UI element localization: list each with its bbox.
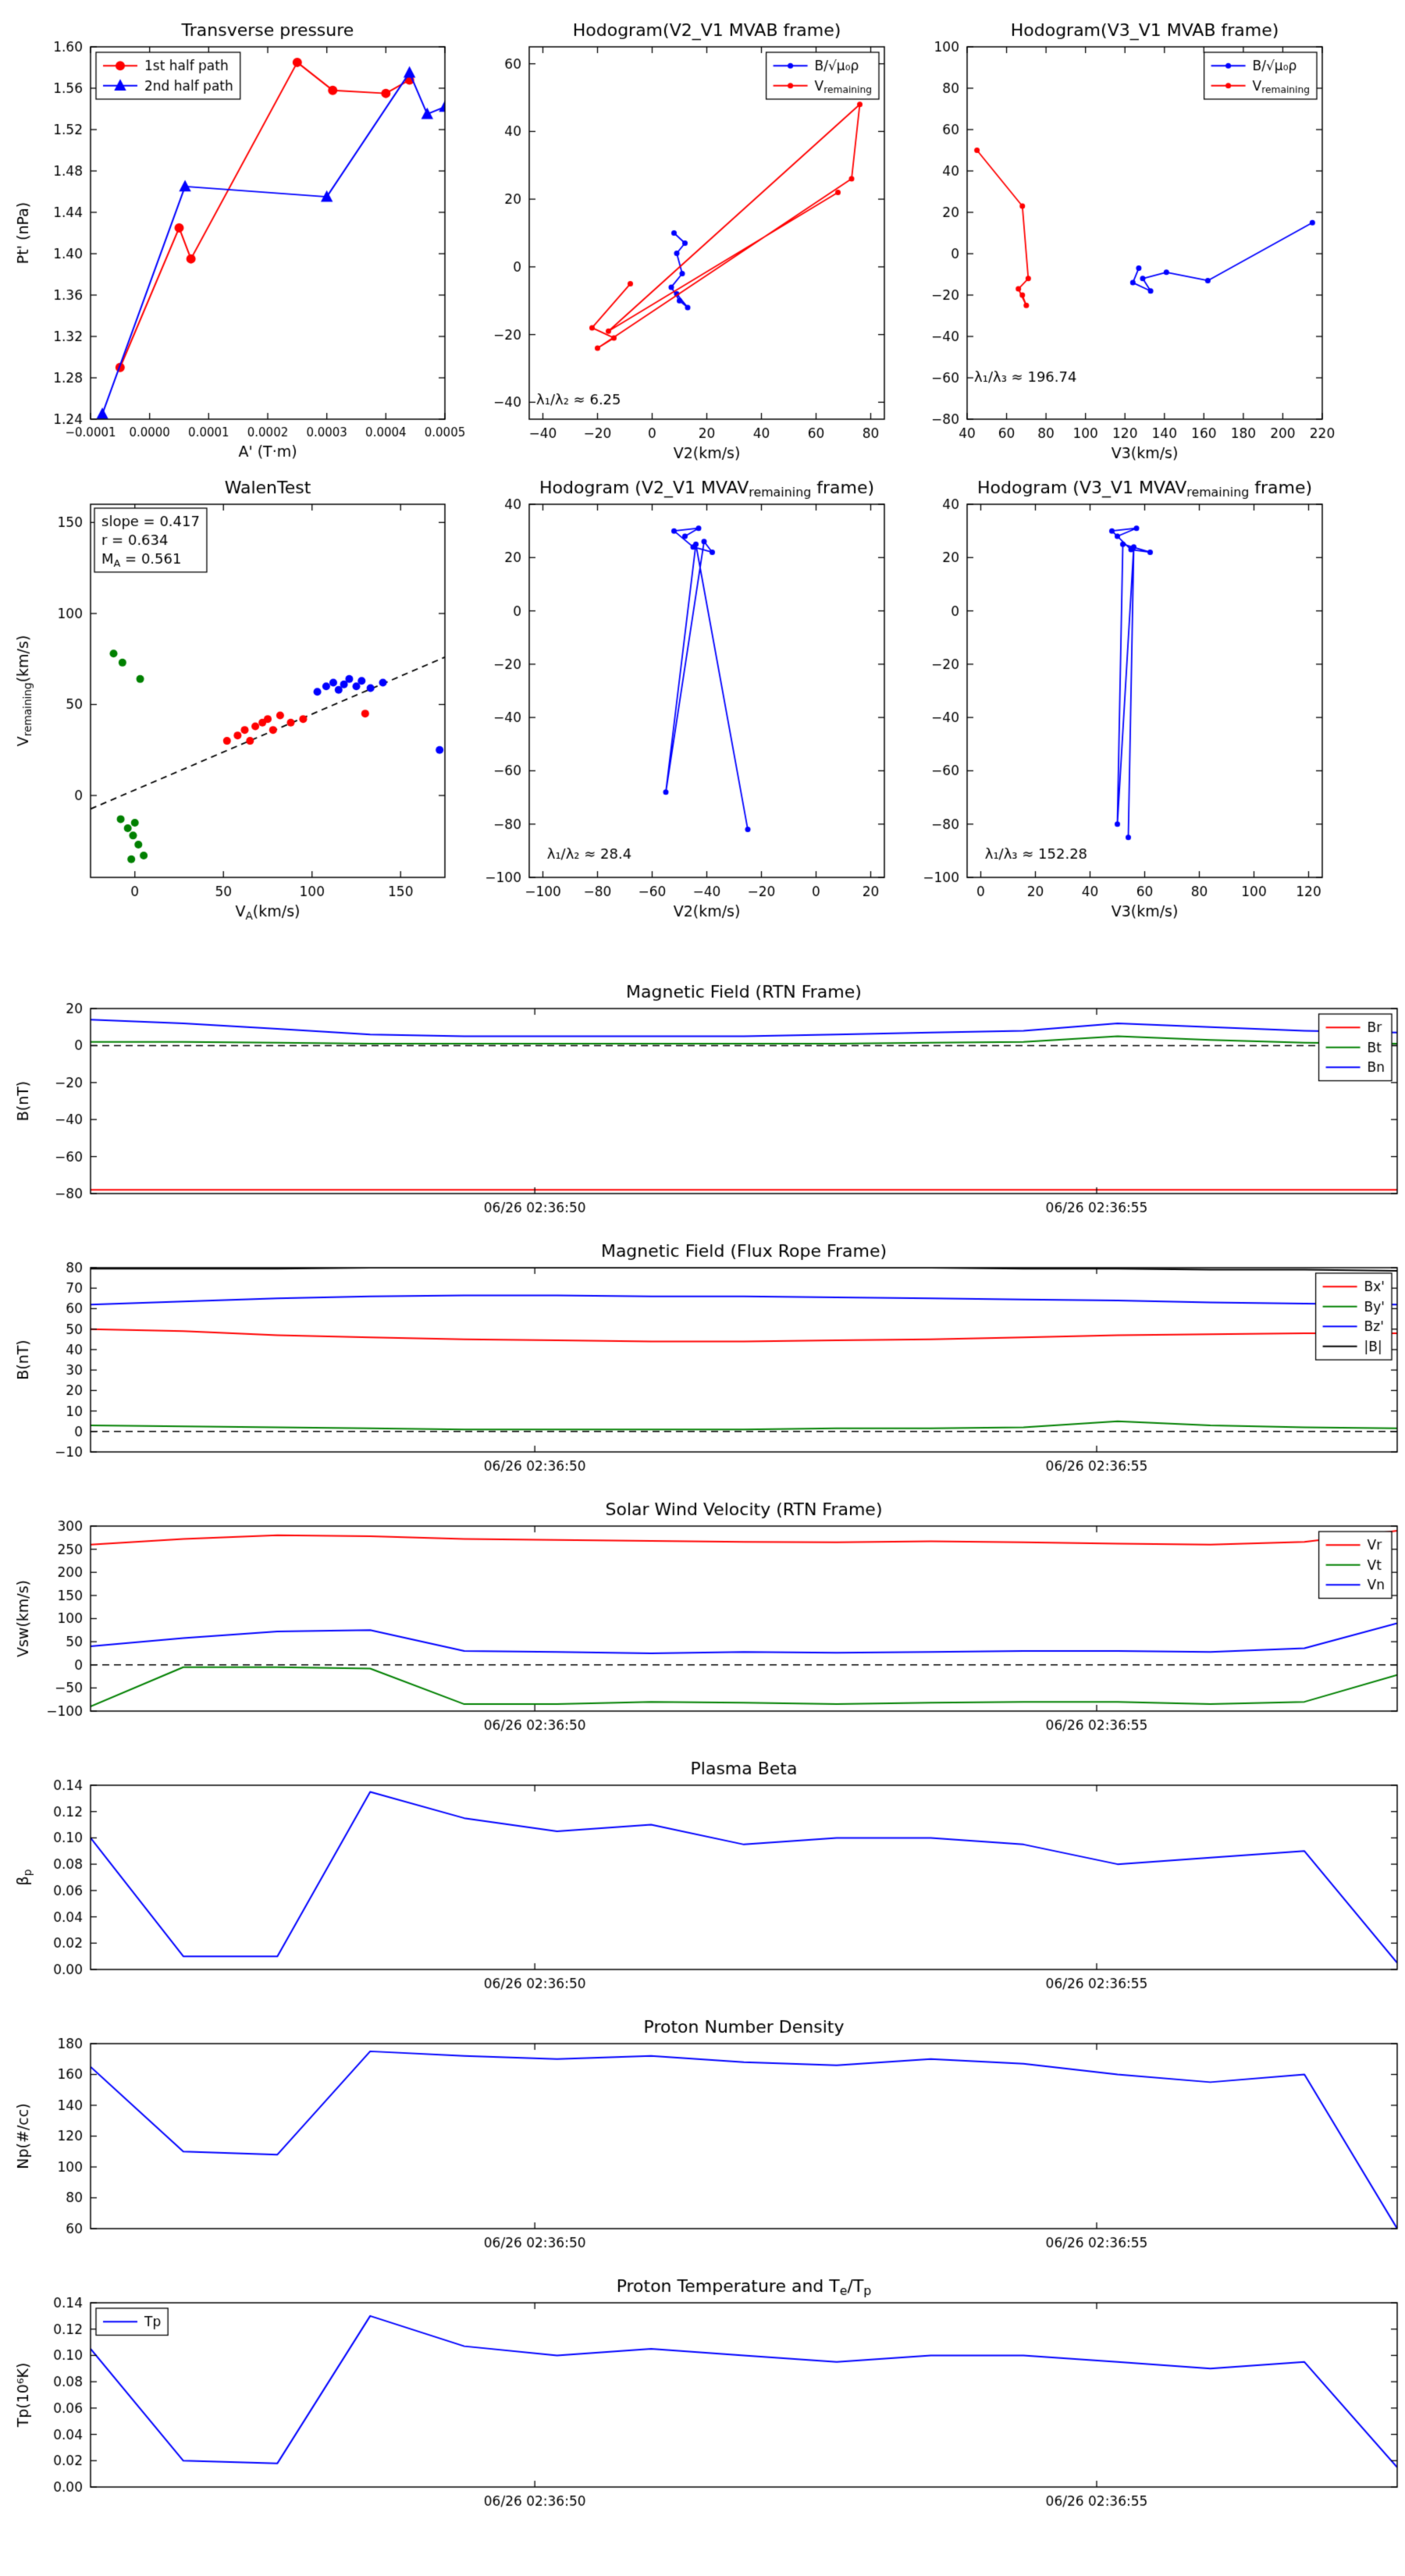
panel-proton-density xyxy=(0,2003,1405,2262)
chart-canvas xyxy=(0,2003,1405,2262)
chart-canvas xyxy=(476,0,913,468)
panel-magnetic-field-flux-rope xyxy=(0,1227,1405,1486)
chart-canvas xyxy=(0,1745,1405,2004)
chart-hodogram-v3v1-mvab xyxy=(913,0,1405,468)
chart-hodogram-v2v1-mvab xyxy=(476,0,913,468)
chart-canvas xyxy=(0,1227,1405,1486)
panel-plasma-beta xyxy=(0,1745,1405,2004)
panel-solar-wind-velocity xyxy=(0,1485,1405,1745)
chart-canvas xyxy=(913,468,1405,921)
chart-hodogram-v2v1-mvav xyxy=(476,468,913,921)
chart-walen-test xyxy=(0,468,476,921)
panel-proton-temperature xyxy=(0,2262,1405,2521)
chart-canvas xyxy=(913,0,1405,468)
panel-magnetic-field-rtn xyxy=(0,968,1405,1227)
chart-hodogram-v3v1-mvav xyxy=(913,468,1405,921)
chart-canvas xyxy=(476,468,913,921)
chart-canvas xyxy=(0,0,476,468)
chart-canvas xyxy=(0,2262,1405,2521)
chart-canvas xyxy=(0,968,1405,1227)
chart-transverse-pressure xyxy=(0,0,476,468)
chart-canvas xyxy=(0,468,476,921)
chart-canvas xyxy=(0,1485,1405,1745)
